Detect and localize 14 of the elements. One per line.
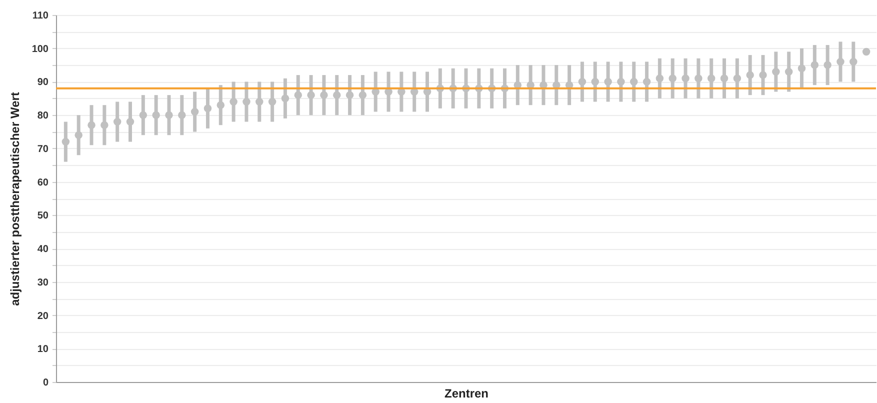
y-tick-label: 50 bbox=[37, 210, 49, 222]
y-axis-title: adjustierter posttherapeutischer Wert bbox=[8, 92, 22, 306]
y-tick-label: 60 bbox=[37, 177, 49, 188]
y-tick-label: 100 bbox=[32, 44, 49, 55]
y-tick-label: 10 bbox=[37, 344, 49, 356]
y-tick-label: 70 bbox=[37, 144, 49, 155]
y-tick-label: 30 bbox=[37, 277, 49, 288]
y-tick-label: 80 bbox=[37, 110, 49, 122]
y-tick-label: 40 bbox=[37, 244, 49, 256]
y-tick-label: 20 bbox=[37, 310, 49, 322]
y-tick-label: 110 bbox=[32, 10, 49, 22]
y-tick-label: 0 bbox=[42, 378, 49, 388]
y-tick-label: 90 bbox=[37, 77, 49, 88]
x-axis-title: Zentren bbox=[444, 386, 489, 400]
